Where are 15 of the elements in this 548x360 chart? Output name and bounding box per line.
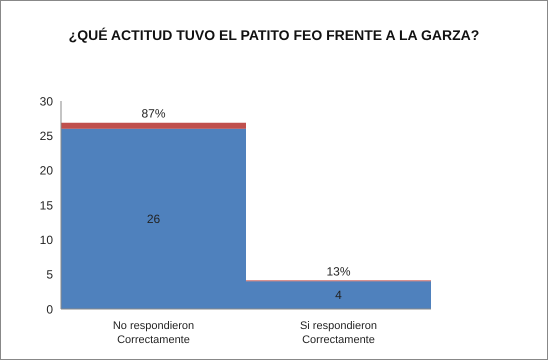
y-tick-label: 5 <box>46 268 54 282</box>
y-tick-label: 15 <box>40 198 54 212</box>
x-tick-label: No respondieron Correctamente <box>112 320 194 346</box>
y-tick-label: 25 <box>40 128 54 143</box>
data-label: 87% <box>141 106 166 121</box>
x-tick-label: Si respondieron Correctamente <box>300 320 378 346</box>
bar <box>61 122 246 129</box>
y-tick-label: 30 <box>40 94 54 108</box>
y-tick-label: 0 <box>46 302 54 316</box>
data-label: 13% <box>326 264 351 278</box>
y-tick-label: 10 <box>40 232 54 247</box>
chart-title: ¿QUÉ ACTITUD TUVO EL PATITO FEO FRENTE A LA GARZA? <box>68 27 480 43</box>
data-label: 26 <box>146 212 160 226</box>
y-tick-label: 20 <box>40 164 54 178</box>
data-label: 4 <box>335 288 342 302</box>
